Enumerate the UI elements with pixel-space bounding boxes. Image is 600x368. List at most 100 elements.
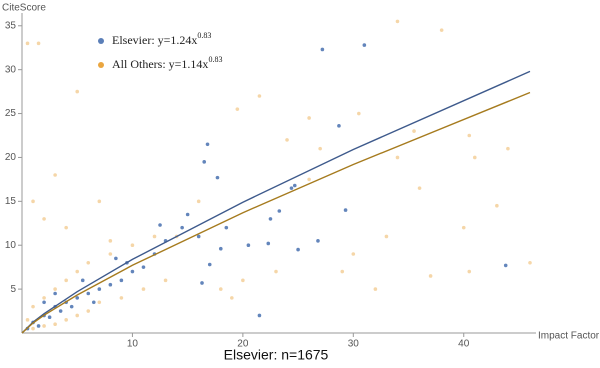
point bbox=[42, 217, 46, 221]
point bbox=[36, 324, 41, 328]
point bbox=[91, 300, 96, 305]
point bbox=[307, 177, 311, 182]
point bbox=[207, 262, 212, 267]
point bbox=[75, 269, 80, 274]
point bbox=[130, 269, 135, 274]
legend-marker bbox=[98, 62, 104, 68]
x-tick-label: 10 bbox=[127, 339, 139, 350]
point bbox=[257, 94, 262, 98]
legend-name: All Others: y=1.14x bbox=[112, 57, 208, 71]
point bbox=[75, 296, 80, 300]
point bbox=[472, 155, 477, 160]
point bbox=[141, 265, 146, 269]
point bbox=[395, 155, 400, 160]
point bbox=[506, 146, 510, 151]
fit-line bbox=[21, 91, 531, 334]
point bbox=[97, 300, 102, 305]
point bbox=[114, 256, 118, 261]
point bbox=[202, 160, 207, 164]
point bbox=[75, 313, 80, 318]
point bbox=[296, 247, 300, 252]
point bbox=[289, 186, 294, 190]
point bbox=[42, 300, 46, 305]
point bbox=[31, 199, 35, 204]
point bbox=[97, 199, 102, 204]
point bbox=[467, 133, 472, 138]
point bbox=[307, 116, 311, 120]
point bbox=[152, 234, 157, 239]
point bbox=[119, 278, 124, 283]
point bbox=[428, 274, 433, 278]
point bbox=[64, 225, 68, 230]
point bbox=[75, 89, 80, 94]
point bbox=[130, 243, 135, 248]
point bbox=[246, 243, 251, 248]
point bbox=[439, 28, 444, 32]
point bbox=[318, 146, 322, 151]
point bbox=[163, 278, 168, 283]
point bbox=[53, 173, 57, 177]
point bbox=[80, 278, 85, 283]
point bbox=[292, 183, 297, 188]
point bbox=[215, 175, 220, 180]
point bbox=[108, 239, 113, 243]
point bbox=[205, 142, 210, 147]
point bbox=[108, 282, 113, 287]
point bbox=[357, 111, 361, 116]
point bbox=[218, 287, 223, 291]
legend-exponent: 0.83 bbox=[208, 55, 222, 64]
point bbox=[503, 263, 508, 268]
point bbox=[86, 309, 91, 313]
y-tick-label: 10 bbox=[5, 240, 17, 251]
point bbox=[316, 239, 320, 243]
y-tick-label: 15 bbox=[5, 196, 17, 207]
legend-name: Elsevier: y=1.24x bbox=[112, 33, 197, 47]
point bbox=[119, 296, 124, 300]
point bbox=[53, 287, 57, 291]
point bbox=[320, 47, 325, 52]
fit-line bbox=[21, 70, 531, 334]
point bbox=[218, 246, 223, 251]
legend-exponent: 0.83 bbox=[197, 31, 211, 40]
point bbox=[285, 138, 289, 142]
caption: Elsevier: n=1675 bbox=[224, 347, 329, 363]
point bbox=[31, 326, 35, 331]
point-group bbox=[25, 19, 532, 331]
point bbox=[274, 269, 278, 274]
point bbox=[69, 304, 74, 309]
point bbox=[277, 209, 282, 213]
point bbox=[266, 241, 271, 246]
point bbox=[412, 129, 416, 133]
y-tick-label: 25 bbox=[5, 108, 17, 119]
point bbox=[337, 124, 341, 128]
point bbox=[64, 318, 68, 322]
y-tick-label: 30 bbox=[5, 64, 17, 75]
point bbox=[53, 322, 57, 327]
point bbox=[384, 234, 389, 239]
point bbox=[180, 225, 184, 230]
point bbox=[58, 309, 63, 313]
point bbox=[224, 225, 229, 230]
point bbox=[25, 41, 30, 46]
y-tick-label: 20 bbox=[5, 152, 17, 163]
x-axis-label: Impact Factor bbox=[538, 331, 600, 342]
point bbox=[467, 269, 472, 274]
point-group bbox=[25, 43, 508, 331]
point bbox=[200, 281, 204, 285]
point bbox=[42, 324, 46, 328]
point bbox=[362, 43, 367, 47]
point bbox=[343, 208, 348, 212]
point bbox=[230, 296, 234, 300]
point bbox=[340, 269, 345, 274]
x-tick-label: 30 bbox=[348, 339, 360, 350]
point bbox=[141, 287, 146, 291]
point bbox=[108, 252, 113, 256]
x-tick-label: 40 bbox=[458, 339, 470, 350]
point bbox=[47, 315, 52, 320]
point bbox=[86, 260, 91, 265]
point bbox=[268, 217, 273, 221]
x-tick-label: 20 bbox=[237, 339, 249, 350]
point bbox=[257, 313, 262, 318]
legend-label: Elsevier: y=1.24x0.83 bbox=[112, 31, 211, 47]
